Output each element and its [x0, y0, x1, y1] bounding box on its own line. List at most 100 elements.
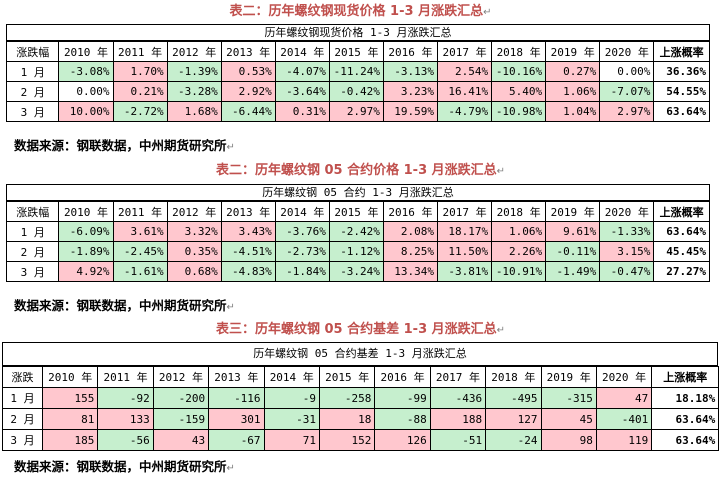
value-cell: 3.23%	[382, 81, 439, 102]
source-note-3: 数据来源：钢联数据，中州期货研究所↵	[14, 459, 235, 474]
table-row: 1 月 -3.08% 1.70% -1.39% 0.53% -4.07% -11.24% -3…	[5, 61, 710, 82]
value-cell: -436	[429, 387, 487, 409]
year-header: 2017 年	[437, 41, 493, 62]
value-cell: -258	[318, 387, 376, 409]
year-header: 2020 年	[599, 41, 655, 62]
value-cell: 133	[97, 408, 154, 430]
value-cell: 0.00%	[58, 81, 114, 102]
value-cell: -1.84%	[274, 261, 330, 282]
year-header: 2020 年	[595, 366, 653, 388]
table-row: 2 月 0.00% 0.21% -3.28% 2.92% -3.64% -0.42% 3.23…	[5, 81, 710, 102]
value-cell: 1.04%	[545, 101, 601, 122]
year-header: 2014 年	[263, 366, 320, 388]
month-label: 2 月	[2, 408, 43, 430]
year-header: 2017 年	[437, 201, 493, 222]
value-cell: 2.26%	[491, 241, 547, 262]
month-label: 3 月	[2, 429, 43, 451]
value-cell: -6.09%	[58, 221, 114, 242]
value-cell: 8.25%	[382, 241, 439, 262]
value-cell: 2.97%	[599, 101, 655, 122]
table-1-title: 历年螺纹钢现货价格 1-3 月涨跌汇总	[6, 24, 710, 41]
probability-cell: 27.27%	[653, 261, 710, 282]
year-header: 2014 年	[274, 201, 330, 222]
month-label: 2 月	[5, 241, 60, 262]
table-row: 1 月 155 -92 -200 -116 -9 -258 -99 -436 -495 -315 47…	[2, 387, 720, 409]
value-cell: 1.68%	[166, 101, 222, 122]
year-header: 2010 年	[58, 201, 114, 222]
year-header: 2016 年	[382, 201, 439, 222]
value-cell: -200	[152, 387, 210, 409]
year-header: 2015 年	[318, 366, 376, 388]
caption-table-1: 表二：历年螺纹钢现货价格 1-3 月涨跌汇总↵	[229, 4, 492, 19]
year-header: 2011 年	[112, 41, 168, 62]
year-header: 2018 年	[491, 41, 547, 62]
value-cell: 185	[41, 429, 99, 451]
year-header: 2011 年	[97, 366, 154, 388]
value-cell: -4.51%	[220, 241, 276, 262]
value-cell: 2.08%	[382, 221, 439, 242]
value-cell: -92	[97, 387, 154, 409]
table-3: 涨跌 2010 年 2011 年 2012 年 2013 年 2014 年 2015 年 20…	[2, 366, 720, 451]
value-cell: 152	[318, 429, 376, 451]
value-cell: -4.83%	[220, 261, 276, 282]
value-cell: -99	[374, 387, 431, 409]
value-cell: 98	[540, 429, 597, 451]
value-cell: 119	[595, 429, 653, 451]
value-cell: 11.50%	[437, 241, 493, 262]
table-3-title: 历年螺纹钢 05 合约基差 1-3 月涨跌汇总	[2, 342, 718, 366]
value-cell: -2.42%	[328, 221, 384, 242]
value-cell: -1.49%	[545, 261, 601, 282]
year-header: 2017 年	[429, 366, 487, 388]
value-cell: -51	[429, 429, 487, 451]
probability-cell: 45.45%	[653, 241, 710, 262]
value-cell: -10.98%	[491, 101, 547, 122]
year-header: 2013 年	[220, 41, 276, 62]
value-cell: 0.00%	[599, 61, 655, 82]
corner-cell: 涨跌幅	[5, 201, 60, 222]
year-header: 2019 年	[545, 201, 601, 222]
value-cell: 9.61%	[545, 221, 601, 242]
value-cell: -0.11%	[545, 241, 601, 262]
value-cell: -401	[595, 408, 653, 430]
value-cell: 45	[540, 408, 597, 430]
value-cell: 3.61%	[112, 221, 168, 242]
value-cell: 1.06%	[491, 221, 547, 242]
table-3-block: 历年螺纹钢 05 合约基差 1-3 月涨跌汇总 涨跌 2010 年 2011 年 20…	[2, 342, 720, 451]
value-cell: -1.39%	[166, 61, 222, 82]
year-header: 2016 年	[382, 41, 439, 62]
value-cell: -10.91%	[491, 261, 547, 282]
table-2-title: 历年螺纹钢 05 合约 1-3 月涨跌汇总	[6, 184, 710, 201]
year-header: 2018 年	[491, 201, 547, 222]
year-header: 2016 年	[374, 366, 431, 388]
year-header: 2010 年	[58, 41, 114, 62]
year-header: 2012 年	[166, 201, 222, 222]
value-cell: -2.45%	[112, 241, 168, 262]
value-cell: -3.13%	[382, 61, 439, 82]
value-cell: 126	[374, 429, 431, 451]
value-cell: 3.43%	[220, 221, 276, 242]
value-cell: -56	[97, 429, 154, 451]
value-cell: -3.81%	[437, 261, 493, 282]
value-cell: -0.47%	[599, 261, 655, 282]
value-cell: 3.32%	[166, 221, 222, 242]
year-header: 2015 年	[328, 41, 384, 62]
value-cell: 2.92%	[220, 81, 276, 102]
value-cell: -6.44%	[220, 101, 276, 122]
value-cell: 43	[152, 429, 210, 451]
year-header: 2014 年	[274, 41, 330, 62]
value-cell: 10.00%	[58, 101, 114, 122]
value-cell: -315	[540, 387, 597, 409]
value-cell: -88	[374, 408, 431, 430]
probability-header: 上涨概率	[651, 366, 720, 388]
value-cell: 0.35%	[166, 241, 222, 262]
corner-cell: 涨跌幅	[5, 41, 60, 62]
value-cell: -10.16%	[491, 61, 547, 82]
month-label: 1 月	[5, 61, 60, 82]
value-cell: -2.72%	[112, 101, 168, 122]
value-cell: 0.53%	[220, 61, 276, 82]
value-cell: 18	[318, 408, 376, 430]
table-1-block: 历年螺纹钢现货价格 1-3 月涨跌汇总 涨跌幅 2010 年 2011 年 2012 …	[5, 24, 710, 122]
probability-cell: 63.64%	[651, 429, 720, 451]
probability-cell: 36.36%	[653, 61, 710, 82]
